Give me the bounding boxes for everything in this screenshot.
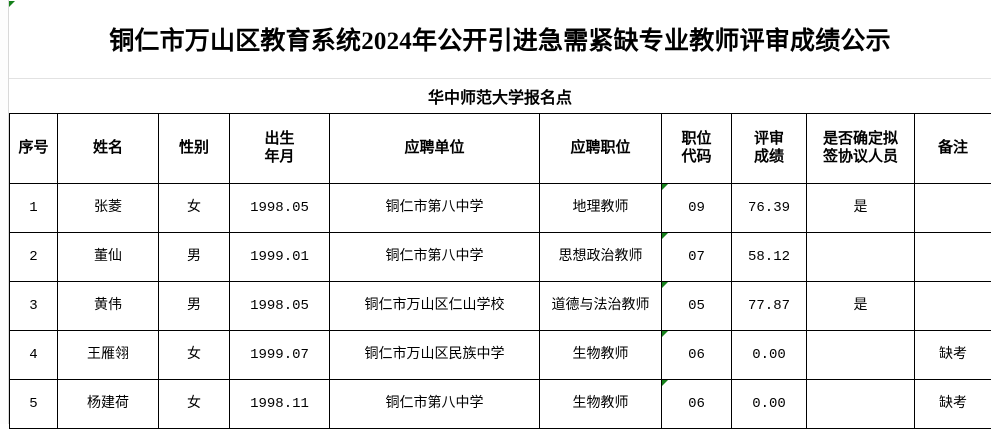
cell-seq: 2 <box>10 233 58 282</box>
error-indicator-triangle-icon <box>662 282 668 288</box>
cell-post: 道德与法治教师 <box>540 282 662 331</box>
cell-unit: 铜仁市第八中学 <box>330 380 540 429</box>
column-header-birth: 出生 年月 <box>230 114 330 184</box>
cell-sex: 男 <box>159 282 230 331</box>
column-header-post: 应聘职位 <box>540 114 662 184</box>
error-indicator-triangle-icon <box>662 331 668 337</box>
cell-code: 09 <box>662 184 732 233</box>
cell-post: 生物教师 <box>540 380 662 429</box>
cell-unit: 铜仁市第八中学 <box>330 184 540 233</box>
title-block: 铜仁市万山区教育系统2024年公开引进急需紧缺专业教师评审成绩公示 华中师范大学… <box>9 0 991 113</box>
table-body: 1 张菱 女 1998.05 铜仁市第八中学 地理教师 09 76.39 是 2… <box>10 184 991 429</box>
cell-score: 0.00 <box>732 380 807 429</box>
table-row[interactable]: 4 王雁翎 女 1999.07 铜仁市万山区民族中学 生物教师 06 0.00 … <box>10 331 991 380</box>
page-title: 铜仁市万山区教育系统2024年公开引进急需紧缺专业教师评审成绩公示 <box>9 0 991 78</box>
cell-seq: 3 <box>10 282 58 331</box>
cell-unit: 铜仁市第八中学 <box>330 233 540 282</box>
left-gutter <box>0 0 8 424</box>
cell-note: 缺考 <box>915 380 991 429</box>
cell-sex: 女 <box>159 331 230 380</box>
cell-score: 77.87 <box>732 282 807 331</box>
cell-sign: 是 <box>807 184 915 233</box>
cell-code-value: 07 <box>688 249 705 265</box>
column-header-unit: 应聘单位 <box>330 114 540 184</box>
cell-code: 05 <box>662 282 732 331</box>
cell-note <box>915 282 991 331</box>
cell-name: 杨建荷 <box>58 380 159 429</box>
cell-birth: 1999.07 <box>230 331 330 380</box>
error-indicator-triangle-icon <box>662 380 668 386</box>
table-row[interactable]: 3 黄伟 男 1998.05 铜仁市万山区仁山学校 道德与法治教师 05 77.… <box>10 282 991 331</box>
cell-sex: 女 <box>159 380 230 429</box>
error-indicator-triangle-icon <box>662 233 668 239</box>
cell-sex: 男 <box>159 233 230 282</box>
cell-note: 缺考 <box>915 331 991 380</box>
error-indicator-triangle-icon <box>662 184 668 190</box>
cell-unit: 铜仁市万山区仁山学校 <box>330 282 540 331</box>
cell-post: 生物教师 <box>540 331 662 380</box>
cell-post: 思想政治教师 <box>540 233 662 282</box>
cell-note <box>915 184 991 233</box>
table-row[interactable]: 1 张菱 女 1998.05 铜仁市第八中学 地理教师 09 76.39 是 <box>10 184 991 233</box>
cell-code-value: 06 <box>688 396 705 412</box>
column-header-sex: 性别 <box>159 114 230 184</box>
column-header-note: 备注 <box>915 114 991 184</box>
cell-birth: 1998.11 <box>230 380 330 429</box>
cell-seq: 4 <box>10 331 58 380</box>
cell-birth: 1998.05 <box>230 282 330 331</box>
cell-sign <box>807 331 915 380</box>
cell-post: 地理教师 <box>540 184 662 233</box>
cell-score: 76.39 <box>732 184 807 233</box>
cell-sign <box>807 380 915 429</box>
cell-sign <box>807 233 915 282</box>
table-header-row: 序号 姓名 性别 出生 年月 应聘单位 应聘职位 职位 代码 评审 成绩 是否确… <box>10 114 991 184</box>
cell-score: 58.12 <box>732 233 807 282</box>
cell-name: 黄伟 <box>58 282 159 331</box>
table-row[interactable]: 5 杨建荷 女 1998.11 铜仁市第八中学 生物教师 06 0.00 缺考 <box>10 380 991 429</box>
cell-sign: 是 <box>807 282 915 331</box>
column-header-name: 姓名 <box>58 114 159 184</box>
cell-birth: 1999.01 <box>230 233 330 282</box>
cell-name: 董仙 <box>58 233 159 282</box>
column-header-score: 评审 成绩 <box>732 114 807 184</box>
cell-code-value: 05 <box>688 298 705 314</box>
results-table: 序号 姓名 性别 出生 年月 应聘单位 应聘职位 职位 代码 评审 成绩 是否确… <box>9 113 991 429</box>
cell-code-value: 06 <box>688 347 705 363</box>
cell-name: 张菱 <box>58 184 159 233</box>
cell-note <box>915 233 991 282</box>
column-header-code: 职位 代码 <box>662 114 732 184</box>
cell-code: 06 <box>662 331 732 380</box>
cell-score: 0.00 <box>732 331 807 380</box>
cell-birth: 1998.05 <box>230 184 330 233</box>
cell-code: 06 <box>662 380 732 429</box>
page-subtitle: 华中师范大学报名点 <box>9 79 991 113</box>
cell-seq: 5 <box>10 380 58 429</box>
column-header-sign: 是否确定拟 签协议人员 <box>807 114 915 184</box>
cell-code-value: 09 <box>688 200 705 216</box>
column-header-seq: 序号 <box>10 114 58 184</box>
cell-sex: 女 <box>159 184 230 233</box>
cell-seq: 1 <box>10 184 58 233</box>
cell-code: 07 <box>662 233 732 282</box>
cell-name: 王雁翎 <box>58 331 159 380</box>
cell-unit: 铜仁市万山区民族中学 <box>330 331 540 380</box>
table-row[interactable]: 2 董仙 男 1999.01 铜仁市第八中学 思想政治教师 07 58.12 <box>10 233 991 282</box>
